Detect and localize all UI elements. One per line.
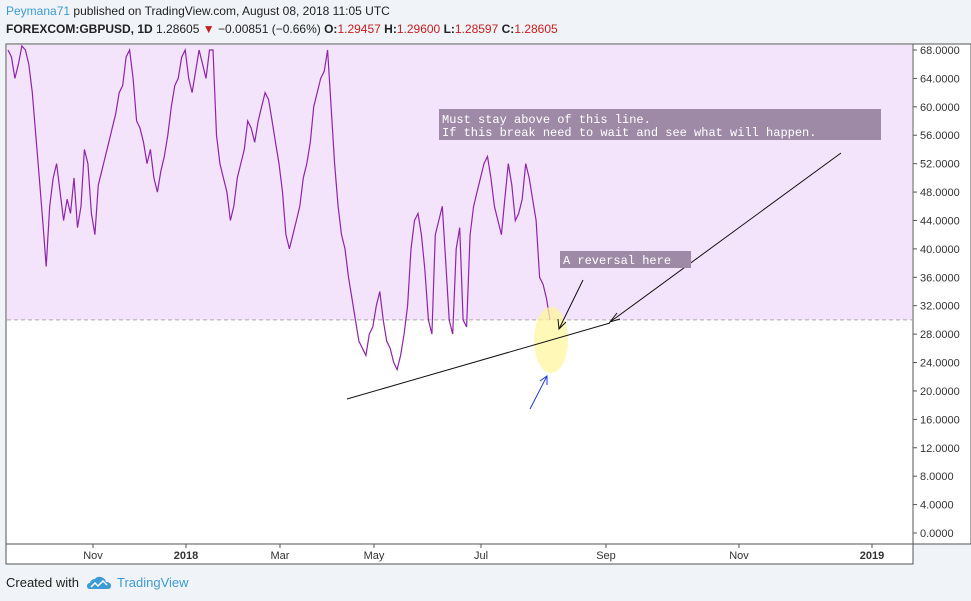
high-label: H: (384, 22, 397, 36)
note1-line2: If this break need to wait and see what … (442, 126, 816, 140)
series-line (7, 44, 551, 372)
y-tick-label: 32.0000 (920, 301, 960, 313)
publish-info: Peymana71 published on TradingView.com, … (6, 4, 390, 18)
y-tick-label: 20.0000 (920, 386, 960, 398)
y-tick-label: 68.0000 (920, 45, 960, 57)
y-tick-label: 36.0000 (920, 272, 960, 284)
y-tick-label: 64.0000 (920, 73, 960, 85)
blue-arrow[interactable] (529, 375, 548, 410)
created-with-text: Created with (6, 575, 79, 590)
price-chart[interactable]: 68.0000 64.0000 60.0000 56.0000 52.0000 48.00… (0, 0, 971, 572)
down-arrow-icon: ▼ (202, 22, 215, 36)
x-tick-label: Sep (596, 550, 616, 562)
symbol-label: FOREXCOM:GBPUSD, 1D (6, 22, 153, 36)
x-tick-label: 2018 (174, 550, 198, 562)
low-value: 1.28597 (454, 22, 499, 36)
footer: Created with TradingView (6, 575, 189, 590)
x-tick-label: May (364, 550, 385, 562)
x-tick-label: Jul (474, 550, 488, 562)
y-axis-ticks: 68.0000 64.0000 60.0000 56.0000 52.0000 48.00… (913, 45, 960, 540)
y-tick-label: 44.0000 (920, 215, 960, 227)
y-tick-label: 28.0000 (920, 329, 960, 341)
author-link[interactable]: Peymana71 (6, 4, 71, 18)
y-tick-label: 8.0000 (920, 471, 954, 483)
x-tick-label: Mar (271, 550, 290, 562)
note2-box[interactable] (560, 251, 691, 268)
y-tick-label: 56.0000 (920, 130, 960, 142)
close-label: C: (501, 22, 515, 36)
trend-line[interactable] (346, 322, 611, 400)
published-text: published on TradingView.com, August 08,… (73, 4, 390, 18)
last-price: 1.28605 (156, 22, 200, 36)
high-value: 1.29600 (396, 22, 441, 36)
open-label: O: (324, 22, 338, 36)
y-tick-label: 4.0000 (920, 500, 954, 512)
y-tick-label: 0.0000 (920, 528, 954, 540)
low-label: L: (443, 22, 455, 36)
note1-box[interactable] (439, 109, 881, 140)
y-tick-label: 52.0000 (920, 159, 960, 171)
y-tick-label: 60.0000 (920, 102, 960, 114)
blue-arrow-head (539, 375, 548, 385)
tradingview-cloud-icon[interactable] (86, 576, 111, 590)
y-tick-label: 12.0000 (920, 443, 960, 455)
long-arrow-head (608, 312, 621, 323)
x-tick-label: Nov (83, 550, 103, 562)
note1-line1: Must stay above of this line. (442, 113, 651, 127)
tradingview-brand[interactable]: TradingView (116, 575, 189, 590)
note2-text: A reversal here (563, 254, 671, 268)
price-change: −0.00851 (−0.66%) (218, 22, 321, 36)
y-tick-label: 48.0000 (920, 187, 960, 199)
reversal-arrow-head (557, 318, 567, 331)
y-tick-label: 40.0000 (920, 244, 960, 256)
x-tick-label: Nov (729, 550, 749, 562)
y-tick-label: 16.0000 (920, 414, 960, 426)
overbought-band (7, 45, 912, 320)
long-arrow[interactable] (609, 152, 842, 323)
y-tick-label: 24.0000 (920, 358, 960, 370)
time-axis[interactable] (5, 543, 914, 565)
x-axis-ticks: Nov 2018 Mar May Jul Sep Nov 2019 (83, 544, 884, 562)
open-value: 1.29457 (337, 22, 381, 36)
x-tick-label: 2019 (860, 550, 884, 562)
reversal-arrow[interactable] (558, 279, 584, 330)
price-axis[interactable] (912, 43, 971, 545)
close-value: 1.28605 (514, 22, 558, 36)
ohlc-legend: FOREXCOM:GBPUSD, 1D 1.28605 ▼ −0.00851 (… (6, 22, 558, 36)
